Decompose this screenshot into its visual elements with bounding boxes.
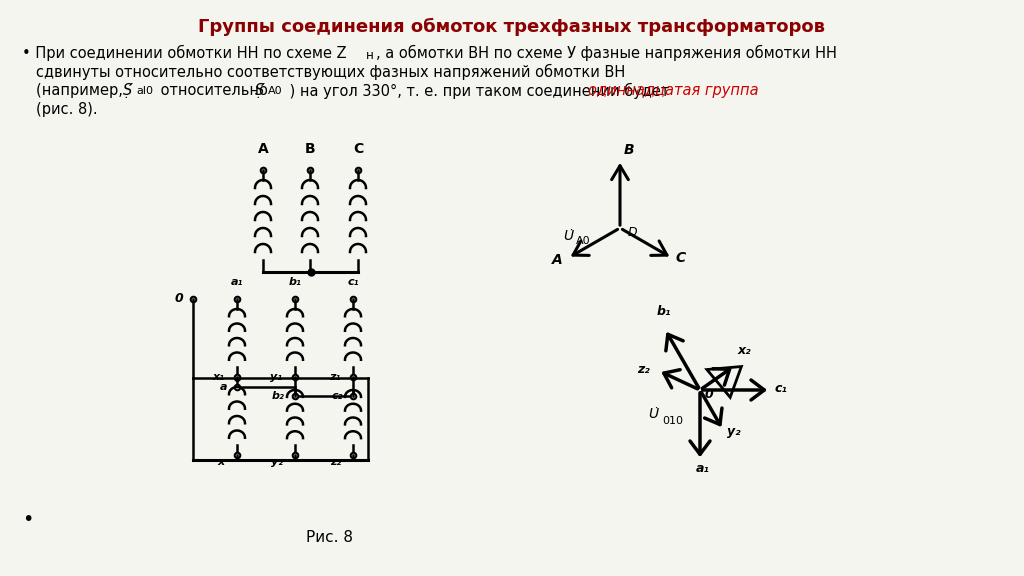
Text: y₂: y₂: [271, 457, 283, 467]
Text: y₂: y₂: [727, 426, 740, 438]
Text: y₁: y₁: [270, 372, 282, 382]
Text: (рис. 8).: (рис. 8).: [36, 102, 97, 117]
Text: c₁: c₁: [347, 277, 358, 287]
Text: B: B: [305, 142, 315, 156]
Text: • При соединении обмотки НН по схеме Z: • При соединении обмотки НН по схеме Z: [22, 45, 347, 61]
Text: a₁: a₁: [230, 277, 243, 287]
Text: Ṣ: Ṣ: [255, 83, 264, 98]
Text: b₂: b₂: [272, 391, 285, 401]
Text: относительно: относительно: [156, 83, 272, 98]
Text: A: A: [552, 253, 563, 267]
Text: z₂: z₂: [637, 363, 649, 376]
Text: 0: 0: [175, 293, 183, 305]
Text: 0: 0: [705, 388, 714, 401]
Text: 010: 010: [662, 416, 683, 426]
Text: Ṣ: Ṣ: [123, 83, 132, 98]
Text: н: н: [366, 49, 374, 62]
Text: a: a: [219, 382, 227, 392]
Text: b₁: b₁: [657, 305, 672, 319]
Text: U̇: U̇: [563, 229, 573, 243]
Text: c₁: c₁: [775, 382, 787, 395]
Text: x₂: x₂: [737, 344, 751, 357]
Text: A: A: [258, 142, 268, 156]
Text: C: C: [353, 142, 364, 156]
Text: , а обмотки ВН по схеме У фазные напряжения обмотки НН: , а обмотки ВН по схеме У фазные напряже…: [376, 45, 837, 61]
Text: z₁: z₁: [329, 372, 340, 382]
Text: (например,: (например,: [36, 83, 128, 98]
Text: z₂: z₂: [330, 457, 341, 467]
Text: C: C: [676, 251, 686, 265]
Text: x₁: x₁: [212, 372, 224, 382]
Text: c₂: c₂: [332, 391, 343, 401]
Text: сдвинуты относительно соответствующих фазных напряжений обмотки ВН: сдвинуты относительно соответствующих фа…: [36, 64, 626, 80]
Text: ) на угол 330°, т. е. при таком соединении будет: ) на угол 330°, т. е. при таком соединен…: [285, 83, 674, 99]
Text: D: D: [628, 226, 638, 239]
Text: Группы соединения обмоток трехфазных трансформаторов: Группы соединения обмоток трехфазных тра…: [199, 18, 825, 36]
Text: a₁: a₁: [696, 462, 710, 475]
Text: Рис. 8: Рис. 8: [306, 530, 353, 545]
Text: B: B: [624, 143, 635, 157]
Text: al0: al0: [136, 86, 153, 96]
Text: A0: A0: [577, 236, 591, 246]
Text: A0: A0: [268, 86, 283, 96]
Text: •: •: [22, 510, 34, 529]
Text: b₁: b₁: [289, 277, 301, 287]
Text: x: x: [218, 457, 225, 467]
Text: одиннадцатая группа: одиннадцатая группа: [588, 83, 759, 98]
Text: U̇: U̇: [648, 407, 658, 421]
